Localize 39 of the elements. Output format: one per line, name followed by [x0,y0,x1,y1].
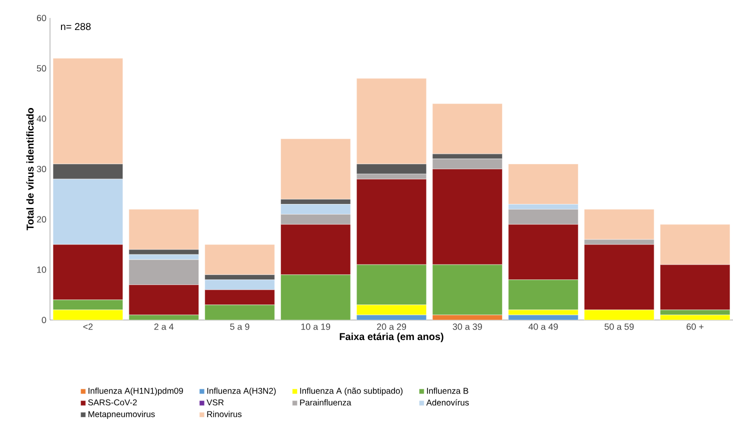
legend-label: Influenza A(H1N1)pdm09 [88,388,183,396]
legend-label: Rinovirus [207,410,242,418]
y-tick-label: 0 [42,316,46,324]
bar [52,300,124,310]
annotation: n= 288 [61,23,91,30]
x-tick-label: 20 a 29 [377,324,406,330]
legend-label: SARS-CoV-2 [88,399,137,406]
legend-label: VSR [206,399,224,406]
y-tick-label: 10 [37,266,46,273]
y-axis-title: Total de vírus identificado [26,108,34,230]
bar [128,209,199,250]
legend-label: Influenza A (não subtipado) [300,388,402,396]
y-tick-label: 50 [36,65,46,72]
y-tick-label: 40 [36,115,46,122]
legend-label: Metapneumovirus [88,410,155,419]
x-tick-label: 50 a 59 [604,324,634,330]
x-axis-title: Faixa etária (em anos) [340,332,444,342]
legend-label: Influenza A(H3N2) [207,388,276,396]
x-tick-label: 5 a 9 [230,324,250,330]
bar [356,264,427,306]
bar [432,264,502,316]
x-tick-label: 2 a 4 [154,324,174,330]
bar [204,304,275,320]
x-tick-label: 40 a 49 [528,324,558,330]
x-tick-label: 60 + [686,324,704,330]
bar [356,304,427,316]
y-tick-label: 20 [36,216,46,223]
legend-label: Adenovírus [426,399,469,406]
x-tick-label: 10 a 19 [301,324,330,330]
y-tick-label: 30 [36,166,46,172]
bar [432,103,502,154]
x-tick-label: 30 a 39 [452,324,482,330]
bar [508,280,578,310]
bar [584,209,654,240]
legend-label: Influenza B [427,388,468,394]
bar [280,274,351,320]
x-tick-label: <2 [83,324,93,330]
legend-label: Parainfluenza [300,399,352,406]
y-tick-label: 60 [36,14,46,22]
